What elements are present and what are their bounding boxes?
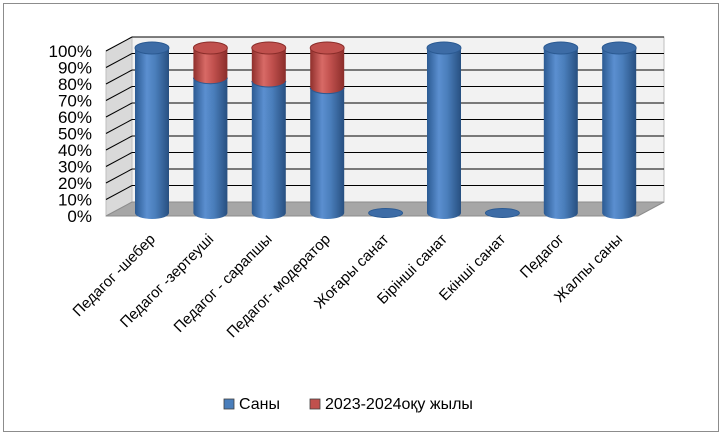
gridline-side bbox=[105, 185, 133, 200]
y-tick-label: 60% bbox=[58, 108, 92, 127]
bar-zero bbox=[368, 208, 404, 218]
bar-zero bbox=[484, 208, 520, 218]
y-tick-label: 10% bbox=[58, 191, 92, 210]
bar-group bbox=[484, 208, 520, 218]
x-category-label: Педагог bbox=[517, 230, 568, 281]
bar-series-boundary bbox=[251, 80, 287, 88]
bar-group bbox=[192, 41, 228, 219]
bar-series2 bbox=[193, 48, 228, 84]
gridline-side bbox=[105, 152, 133, 167]
bar-top-series2 bbox=[251, 41, 287, 55]
gridline-side bbox=[105, 86, 133, 101]
y-tick-label: 40% bbox=[58, 141, 92, 160]
y-tick-label: 80% bbox=[58, 75, 92, 94]
y-tick-label: 100% bbox=[49, 42, 92, 61]
y-tick-label: 90% bbox=[58, 59, 92, 78]
x-category-label: Педагог - сарапшы bbox=[171, 231, 276, 336]
bar-series-boundary bbox=[309, 87, 345, 95]
bar-series2 bbox=[310, 48, 345, 94]
chart-walls bbox=[105, 36, 665, 217]
bar-top-series1 bbox=[543, 41, 579, 55]
bar-group bbox=[251, 41, 287, 219]
bar-series1 bbox=[543, 48, 578, 219]
gridline-side bbox=[105, 36, 133, 52]
bar-group bbox=[601, 41, 637, 219]
bar-series1 bbox=[602, 48, 637, 219]
gridline-side bbox=[105, 53, 133, 68]
y-tick-label: 70% bbox=[58, 92, 92, 111]
bar-top-series2 bbox=[309, 41, 345, 55]
bar-series1 bbox=[135, 48, 169, 219]
bar-series-boundary bbox=[192, 77, 228, 85]
bar-top-series1 bbox=[134, 41, 170, 55]
bar-series1 bbox=[427, 48, 461, 219]
gridline-side bbox=[105, 119, 133, 134]
legend-label: 2023-2024оқу жылы bbox=[325, 396, 473, 413]
legend: Саны 2023-2024оқу жылы bbox=[223, 396, 473, 413]
y-tick-label: 20% bbox=[58, 174, 92, 193]
y-tick-label: 30% bbox=[58, 158, 92, 177]
bar-series1 bbox=[251, 81, 286, 219]
y-tick-label: 50% bbox=[58, 125, 92, 144]
bar-top-series2 bbox=[192, 41, 228, 55]
bar-group bbox=[368, 208, 404, 218]
bar-series1 bbox=[193, 77, 228, 219]
bar-group bbox=[543, 41, 579, 219]
bar-group bbox=[134, 41, 170, 219]
legend-swatch bbox=[309, 398, 321, 410]
legend-swatch bbox=[223, 398, 235, 410]
bar-group bbox=[309, 41, 345, 219]
gridline-side bbox=[105, 102, 133, 118]
gridline-side bbox=[105, 168, 133, 184]
legend-label: Саны bbox=[239, 396, 280, 413]
bar-series2 bbox=[251, 48, 286, 87]
bar-top-series1 bbox=[601, 41, 637, 55]
y-axis-ticks: 0%10%20%30%40%50%60%70%80%90%100% bbox=[49, 42, 92, 226]
gridline-side bbox=[105, 69, 133, 85]
x-category-label: Педагог- модератор bbox=[224, 231, 334, 341]
bar-series bbox=[134, 41, 637, 219]
y-tick-label: 0% bbox=[67, 207, 92, 226]
bar-group bbox=[426, 41, 462, 219]
bar-series1 bbox=[310, 87, 345, 219]
bar-top-series1 bbox=[426, 41, 462, 55]
gridline-side bbox=[105, 135, 133, 151]
